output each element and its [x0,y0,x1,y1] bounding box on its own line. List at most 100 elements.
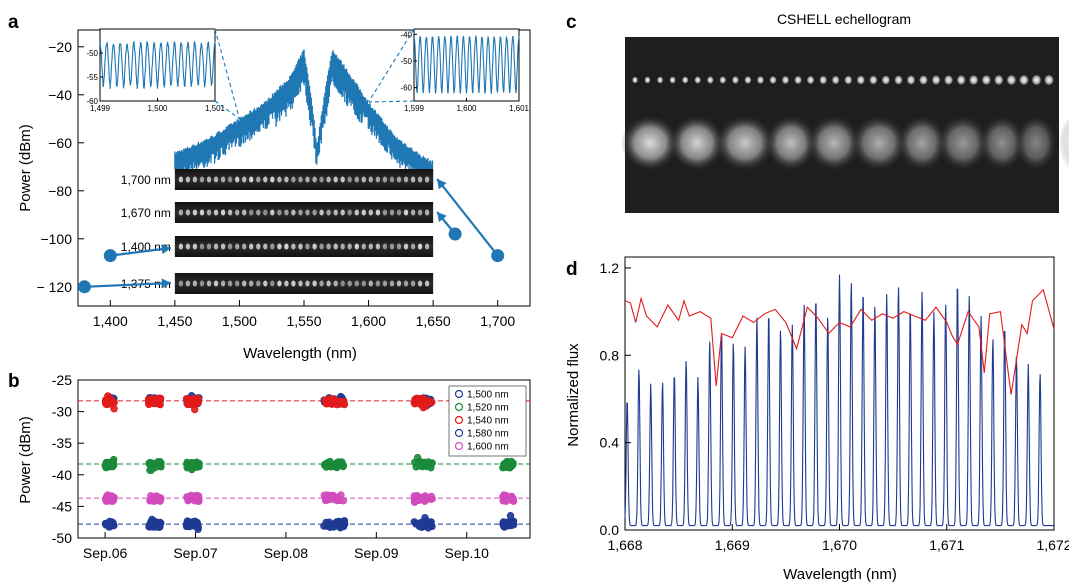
panel-a-strip [174,273,434,294]
panel-a-strip-spot [235,243,240,250]
panel-a-strip-spot [340,280,345,287]
panel-a-strip-spot [375,176,381,183]
panel-a-strip-spot [347,243,352,250]
panel-a-strip-spot [277,209,282,216]
panel-a-strip-spot [277,176,282,183]
panel-a-xtick-label: 1,650 [416,313,451,329]
panel-a-inset-ytick-label: -50 [400,57,412,66]
panel-b-point [425,397,433,405]
panel-a-xtick-label: 1,400 [93,313,128,329]
panel-d-ytick-label: 0.0 [600,522,620,538]
panel-a-strip-spot [424,280,430,287]
panel-c-comb-spot [1006,74,1017,86]
panel-a-strip-spot [256,176,261,183]
panel-a-strip-spot [403,243,409,250]
panel-b-point [410,497,419,505]
panel-b-point [145,398,154,406]
panel-a-strip-spot [340,176,345,183]
panel-a-inset-xtick-label: 1,599 [404,104,425,113]
panel-b-legend: 1,500 nm 1,520 nm 1,540 nm 1,580 nm 1,600 nm [448,385,527,457]
panel-a-strip-spot [249,209,254,216]
panel-d-xtick-label: 1,672 [1036,537,1069,553]
panel-d-comb-trace [624,274,1054,527]
panel-a-strip-spot [368,209,373,216]
panel-a-echellogram-strips: 1,700 nm1,670 nm1,400 nm1,375 nm [77,169,505,294]
panel-c-comb-spot [1031,74,1042,86]
panel-a-strip-spot [242,209,247,216]
panel-b-point [195,462,203,471]
panel-b-point [328,395,336,403]
panel-b-point [189,400,198,409]
panel-b-point [412,520,420,528]
panel-a-strip-spot [361,243,366,250]
panel-b-point [499,519,507,527]
panel-d-ytick-label: 0.4 [600,435,620,451]
panel-a-strip-spot [333,280,338,287]
panel-letter-b: b [8,371,20,392]
panel-b-point [418,523,426,531]
panel-a-strip-spot [213,176,219,183]
panel-a-strip-label: 1,700 nm [121,173,171,187]
panel-c-comb-spot [769,75,777,85]
panel-a-strip-spot [242,176,247,183]
panel-a-arrow-head [437,179,447,190]
panel-a-strip-spot [206,209,212,216]
panel-letter-c: c [566,12,577,33]
panel-a-strip-spot [333,209,338,216]
panel-a-strip-spot [319,243,324,250]
panel-b-point [428,459,436,467]
panel-d: 1,668 1,669 1,670 1,671 1,672 0.0 0.4 0.8 1.2 Wa… [565,256,1069,583]
panel-a-strip-spot [424,209,430,216]
panel-b-point [194,523,202,531]
panel-b-point [105,523,114,531]
panel-b-point [154,496,163,504]
panel-a-strip-spot [375,280,381,287]
panel-b-point [191,497,199,505]
panel-a-inset-ytick-label: -60 [86,97,98,106]
panel-b-point [108,397,117,406]
panel-b-point [503,463,511,471]
panel-a-strip-spot [305,209,310,216]
panel-b-ytick-label: -30 [52,404,72,420]
panel-a-strip-spot [178,280,184,287]
panel-c-blob [669,115,725,171]
panel-b-ytick-label: -35 [52,435,72,451]
panel-a-strip-spot [270,243,275,250]
panel-a-strip-spot [298,243,303,250]
panel-c-blob [765,115,817,171]
panel-a-strip-spot [340,209,345,216]
panel-c-comb-spot [706,76,714,84]
panel-b-point [148,519,156,527]
panel-a-xtick-label: 1,600 [351,313,386,329]
panel-a-strip-spot [235,280,240,287]
panel-c-comb-spot [1019,74,1029,86]
panel-c: CSHELL echellogram [621,11,1069,213]
panel-d-atmosphere-trace [624,288,1055,395]
panel-c-comb-spot [794,75,802,85]
panel-a-xtick-label: 1,500 [222,313,257,329]
panel-a-strip-spot [220,209,226,216]
panel-a-strip-spot [284,243,289,250]
panel-a-strip-spot [424,176,430,183]
panel-b-point [423,494,431,502]
panel-a-ytick-label: −100 [40,231,72,247]
panel-a-inset-xtick-label: 1,600 [456,104,477,113]
panel-d-comb [624,274,1054,527]
panel-a-strip-spot [410,209,416,216]
panel-a-strip-spot [213,209,219,216]
panel-b-legend-marker [454,428,464,438]
panel-b-point [331,462,339,471]
panel-d-xlabel: Wavelength (nm) [783,566,897,583]
panel-a-strip-spot [192,243,198,250]
panel-a-inset-xtick-label: 1,499 [90,104,111,113]
panel-a-strip-spot [312,243,317,250]
panel-a-strip-spot [291,280,296,287]
panel-a-strip-spot [227,209,233,216]
panel-b-xtick-label: Sep.07 [173,545,218,561]
panel-a-strip-spot [368,176,373,183]
panel-b-ytick-label: -25 [52,372,72,388]
panel-a-inset-ytick-label: -50 [86,49,98,58]
panel-c-comb-spot [694,76,701,84]
panel-a-inset-ytick-label: -55 [86,73,98,82]
panel-a-strip-spot [319,209,324,216]
